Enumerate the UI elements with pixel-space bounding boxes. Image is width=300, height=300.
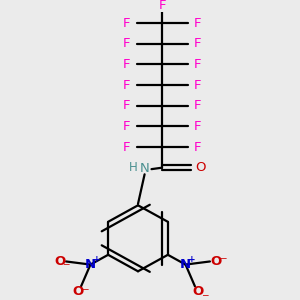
Text: O: O bbox=[195, 161, 206, 174]
Text: +: + bbox=[188, 255, 196, 264]
Text: F: F bbox=[194, 16, 201, 30]
Text: F: F bbox=[123, 58, 131, 71]
Text: F: F bbox=[194, 37, 201, 50]
Text: O: O bbox=[73, 285, 84, 298]
Text: F: F bbox=[123, 37, 131, 50]
Text: O: O bbox=[54, 255, 65, 268]
Text: N: N bbox=[140, 162, 149, 175]
Text: F: F bbox=[123, 120, 131, 133]
Text: F: F bbox=[194, 79, 201, 92]
Text: −: − bbox=[62, 260, 70, 268]
Text: −: − bbox=[201, 290, 208, 299]
Text: O: O bbox=[211, 255, 222, 268]
Text: N: N bbox=[85, 258, 96, 271]
Text: F: F bbox=[194, 58, 201, 71]
Text: F: F bbox=[123, 140, 131, 154]
Text: F: F bbox=[194, 120, 201, 133]
Text: −: − bbox=[81, 284, 88, 293]
Text: F: F bbox=[123, 79, 131, 92]
Text: F: F bbox=[194, 99, 201, 112]
Text: F: F bbox=[123, 16, 131, 30]
Text: H: H bbox=[129, 161, 138, 174]
Text: −: − bbox=[219, 254, 227, 263]
Text: N: N bbox=[180, 258, 191, 271]
Text: F: F bbox=[158, 0, 166, 12]
Text: F: F bbox=[194, 140, 201, 154]
Text: +: + bbox=[93, 255, 101, 264]
Text: F: F bbox=[123, 99, 131, 112]
Text: O: O bbox=[192, 285, 203, 298]
